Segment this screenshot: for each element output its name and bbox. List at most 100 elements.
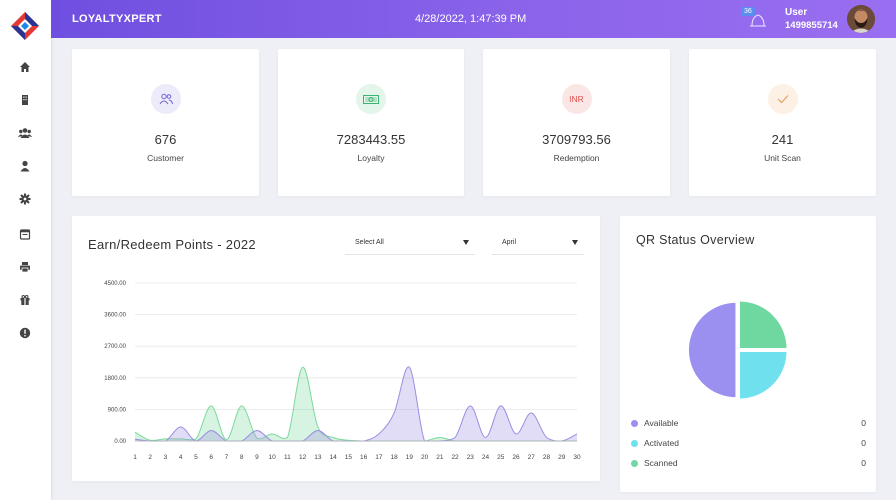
series-area-1 [135,367,577,441]
x-tick-label: 19 [406,454,414,461]
customers-icon [150,84,181,114]
chevron-down-icon [463,240,469,245]
user-id: 1499855714 [785,20,838,31]
legend-item-scanned[interactable]: Scanned 0 [631,457,866,471]
qr-status-card: QR Status Overview Available 0 Activated… [620,216,876,492]
current-datetime: 4/28/2022, 1:47:39 PM [415,13,527,25]
money-icon [356,84,386,114]
stat-label: Redemption [553,153,600,163]
sidebar [0,0,51,500]
qr-chart-title: QR Status Overview [636,233,755,247]
x-tick-label: 7 [225,454,229,461]
x-tick-label: 12 [299,454,307,461]
series-area-2 [135,366,577,441]
legend-label: Activated [644,438,679,448]
x-tick-label: 16 [360,454,368,461]
legend-item-activated[interactable]: Activated 0 [631,437,866,451]
top-bar: LOYALTYXPERT 4/28/2022, 1:47:39 PM 36 Us… [51,0,896,38]
user-name: User [785,7,808,18]
home-icon[interactable] [17,59,33,75]
y-tick-label: 3600.00 [104,313,126,319]
legend-swatch [631,420,638,427]
printer-icon[interactable] [17,259,33,275]
legend-count: 0 [861,418,866,428]
legend-swatch [631,460,638,467]
legend-label: Available [644,418,679,428]
user-icon[interactable] [17,158,33,174]
stat-value: 676 [154,132,177,147]
stat-value: 7283443.55 [336,132,406,147]
pie-chart [687,299,789,401]
pie-slice-scanned[interactable] [738,299,789,350]
month-select[interactable]: April [492,231,584,255]
notification-button[interactable]: 36 [741,7,767,29]
x-tick-label: 11 [284,454,291,461]
legend-label: Scanned [644,458,678,468]
building-icon[interactable] [17,92,33,108]
x-tick-label: 9 [255,454,259,461]
users-icon[interactable] [17,125,33,141]
stat-card-loyalty: 7283443.55 Loyalty [278,49,464,196]
x-tick-label: 28 [543,454,551,461]
x-tick-label: 4 [179,454,183,461]
stat-card-customer: 676 Customer [72,49,259,196]
x-tick-label: 30 [573,454,581,461]
legend-swatch [631,440,638,447]
y-tick-label: 4500.00 [104,281,126,287]
x-tick-label: 26 [512,454,520,461]
scope-select-value: Select All [355,239,384,246]
gear-icon[interactable] [17,191,33,207]
calendar-icon[interactable] [17,226,33,242]
x-tick-label: 18 [390,454,398,461]
x-tick-label: 29 [558,454,566,461]
y-tick-label: 0.00 [114,439,126,445]
x-tick-label: 25 [497,454,505,461]
stat-label: Loyalty [357,153,385,163]
stat-value: 241 [771,132,794,147]
earn-redeem-card: Earn/Redeem Points - 2022 Select All Apr… [72,216,600,481]
y-tick-label: 2700.00 [104,344,126,350]
chevron-down-icon [572,240,578,245]
y-tick-label: 1800.00 [104,376,126,382]
scope-select[interactable]: Select All [345,231,475,255]
stat-label: Unit Scan [764,153,801,163]
x-tick-label: 27 [528,454,536,461]
y-tick-label: 900.00 [108,407,127,413]
inr-icon-text: INR [569,94,584,104]
notification-badge: 36 [741,7,755,16]
legend-count: 0 [861,438,866,448]
pie-slice-activated[interactable] [738,350,789,401]
month-select-value: April [502,239,517,246]
x-tick-label: 5 [194,454,198,461]
stat-card-redemption: INR 3709793.56 Redemption [483,49,670,196]
x-tick-label: 15 [345,454,353,461]
stat-value: 3709793.56 [542,132,611,147]
x-tick-label: 6 [209,454,213,461]
x-tick-label: 13 [314,454,322,461]
pie-slice-available[interactable] [687,301,737,399]
x-tick-label: 20 [421,454,429,461]
x-tick-label: 17 [375,454,383,461]
legend-count: 0 [861,458,866,468]
x-tick-label: 10 [269,454,277,461]
chart-title: Earn/Redeem Points - 2022 [88,237,256,252]
inr-icon: INR [561,84,592,114]
x-tick-label: 24 [482,454,490,461]
x-tick-label: 1 [133,454,137,461]
avatar[interactable] [847,5,875,33]
app-logo[interactable] [10,11,40,41]
brand-title: LOYALTYXPERT [72,13,162,25]
x-tick-label: 3 [164,454,168,461]
info-icon[interactable] [17,325,33,341]
bell-icon [750,14,766,27]
x-tick-label: 23 [467,454,475,461]
stat-label: Customer [147,153,184,163]
x-tick-label: 14 [330,454,338,461]
x-tick-label: 22 [451,454,459,461]
x-tick-label: 21 [436,454,444,461]
gift-icon[interactable] [17,292,33,308]
checkmark-icon [767,84,798,114]
x-tick-label: 8 [240,454,244,461]
legend-item-available[interactable]: Available 0 [631,417,866,431]
